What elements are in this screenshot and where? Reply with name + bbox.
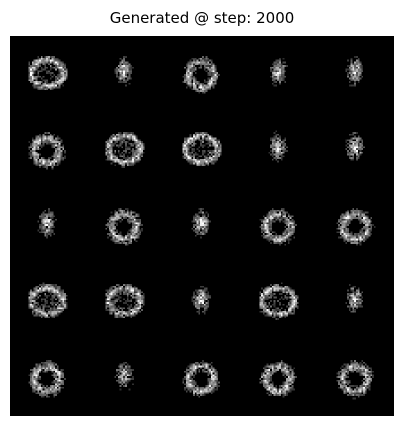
figure-title: Generated @ step: 2000	[109, 9, 295, 27]
generated-sample-image	[177, 353, 227, 403]
generated-sample-image	[177, 125, 227, 175]
generated-sample-image	[23, 277, 73, 327]
generated-sample-image	[331, 49, 381, 99]
generated-sample-image	[100, 201, 150, 251]
generated-samples-grid	[10, 36, 394, 416]
generated-sample-image	[254, 49, 304, 99]
generated-sample-image	[177, 277, 227, 327]
generated-sample-image	[331, 277, 381, 327]
generated-sample-image	[177, 49, 227, 99]
generated-sample-image	[23, 125, 73, 175]
generated-sample-image	[100, 277, 150, 327]
generated-sample-image	[331, 353, 381, 403]
generated-sample-image	[177, 201, 227, 251]
generated-sample-image	[254, 125, 304, 175]
generated-sample-image	[254, 277, 304, 327]
generated-sample-image	[331, 125, 381, 175]
generated-sample-image	[23, 201, 73, 251]
generated-sample-image	[331, 201, 381, 251]
generated-sample-image	[100, 353, 150, 403]
generated-sample-image	[23, 353, 73, 403]
generated-sample-image	[254, 353, 304, 403]
generated-sample-image	[100, 49, 150, 99]
generated-sample-image	[254, 201, 304, 251]
generated-sample-image	[23, 49, 73, 99]
generated-sample-image	[100, 125, 150, 175]
